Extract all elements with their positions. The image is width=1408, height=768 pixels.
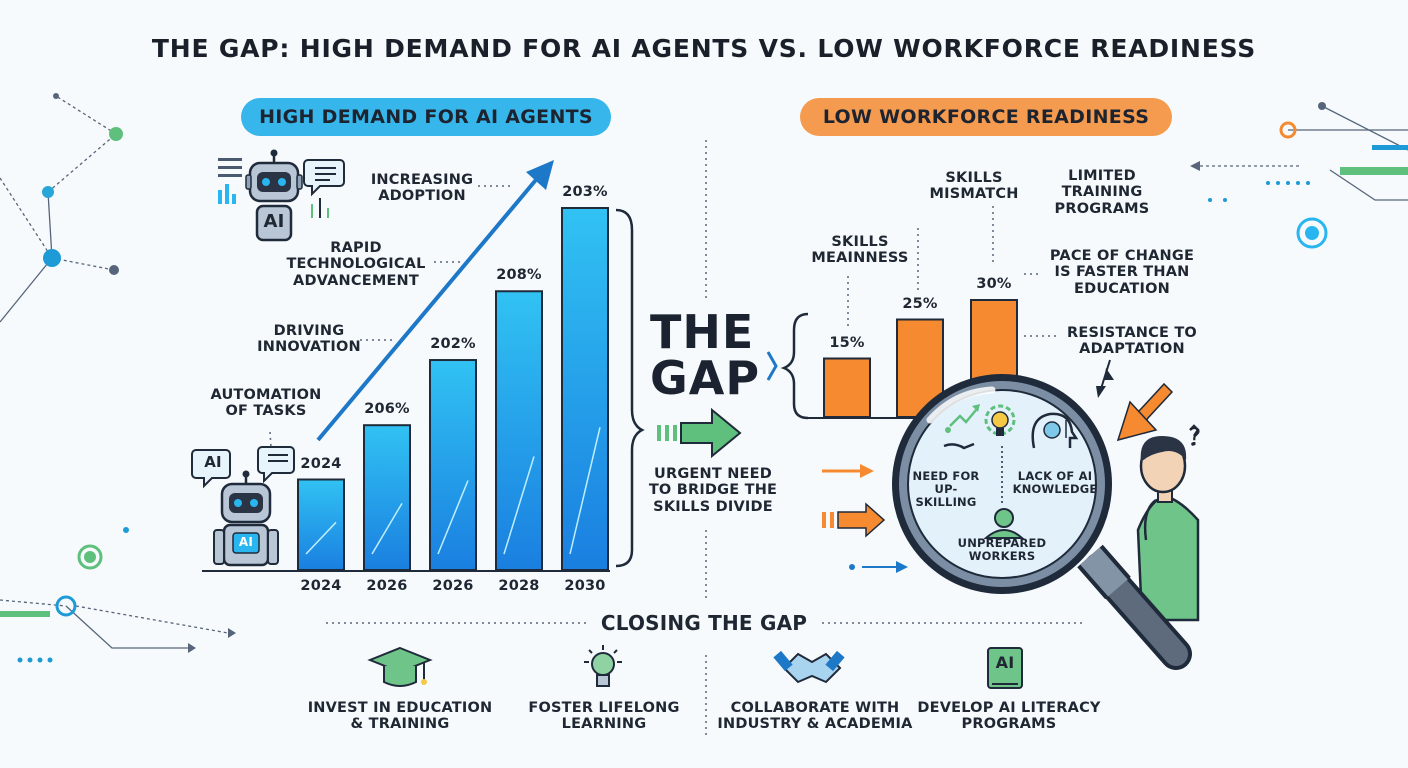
annotation-skills-mismatch: SKILLS MISMATCH [929,170,1019,203]
closing-lifelong-learning: FOSTER LIFELONG LEARNING [528,700,680,733]
annotation-limited-training: LIMITED TRAINING PROGRAMS [1054,168,1150,217]
demand-bar-value: 2024 [300,455,342,472]
growth-trend-line [316,173,542,442]
closing-ai-literacy: DEVELOP AI LITERACY PROGRAMS [917,700,1101,733]
demand-bar-value: 208% [496,267,542,284]
annotation-pace-of-change: PACE OF CHANGE IS FASTER THAN EDUCATION [1049,248,1195,297]
robot-top-ai-label: AI [263,211,285,232]
adaptation-arrow-icon [1096,386,1106,398]
robot-chest-ai-label: AI [238,535,254,549]
demand-bar [429,359,477,572]
demand-bar-value: 203% [562,184,608,200]
arrow-right-icon [657,407,742,459]
robot-bottom-icon [191,446,295,567]
annotation-automation: AUTOMATION OF TASKS [210,387,322,420]
urgent-need-text: URGENT NEED TO BRIDGE THE SKILLS DIVIDE [648,466,778,515]
worker-icon [983,508,1025,539]
lightbulb-icon [584,645,622,687]
closing-title: CLOSING THE GAP [600,611,808,635]
demand-header: HIGH DEMAND FOR AI AGENTS [241,98,611,136]
annotation-driving-innovation: DRIVING INNOVATION [257,323,361,356]
demand-bar [495,290,543,571]
page-title: THE GAP: HIGH DEMAND FOR AI AGENTS VS. L… [151,34,1257,63]
graduation-cap-icon [367,646,433,687]
demand-year-label: 2030 [564,578,606,594]
robot-top-icon [218,149,345,242]
bar-highlight [437,480,469,555]
demand-bar-value: 206% [364,401,410,418]
thinking-person-icon [1136,424,1200,622]
incoming-arrows-icon [822,382,1174,573]
demand-year-label: 2028 [498,578,540,594]
readiness-bar-value: 25% [902,295,938,312]
gap-label: THE GAP [650,305,761,405]
demand-bar-value: 202% [430,336,476,353]
upskilling-hand-icon [943,404,980,450]
demand-bar [363,424,411,572]
readiness-bar-value: 15% [829,334,865,351]
lightbulb-gear-icon [984,404,1016,436]
handshake-icon [773,650,845,684]
bar-highlight [503,456,535,555]
demand-bar [561,207,609,571]
ai-book-label: AI [995,653,1015,672]
readiness-header: LOW WORKFORCE READINESS [800,98,1172,136]
lens-unprepared-workers: UNPREPARED WORKERS [957,536,1047,563]
chevron-right-icon [766,351,778,381]
demand-year-label: 2024 [300,578,342,594]
bar-highlight [569,427,601,555]
lens-need-upskilling: NEED FOR UP-SKILLING [912,469,980,509]
readiness-bar-value: 30% [976,276,1012,292]
annotation-increasing-adoption: INCREASING ADOPTION [370,172,474,205]
demand-year-label: 2026 [432,578,474,594]
lens-lack-ai-knowledge: LACK OF AI KNOWLEDGE [1012,469,1098,496]
question-mark: ? [1188,423,1202,451]
annotation-skills-meainness: SKILLS MEAINNESS [811,234,909,267]
growth-arrow-head [526,160,554,190]
annotation-resistance: RESISTANCE TO ADAPTATION [1067,325,1197,358]
readiness-brace [780,312,809,420]
bar-highlight [371,502,403,555]
annotation-rapid-advancement: RAPID TECHNOLOGICAL ADVANCEMENT [286,240,426,289]
brain-head-icon [1031,412,1079,449]
chart-brace [615,208,645,568]
robot-ai-bubble-label: AI [204,453,222,471]
closing-collaborate: COLLABORATE WITH INDUSTRY & ACADEMIA [717,700,913,733]
bar-highlight [305,521,337,555]
demand-bar [297,478,345,571]
demand-year-label: 2026 [366,578,408,594]
closing-invest-education: INVEST IN EDUCATION & TRAINING [307,700,493,733]
ai-book-icon [987,647,1023,689]
